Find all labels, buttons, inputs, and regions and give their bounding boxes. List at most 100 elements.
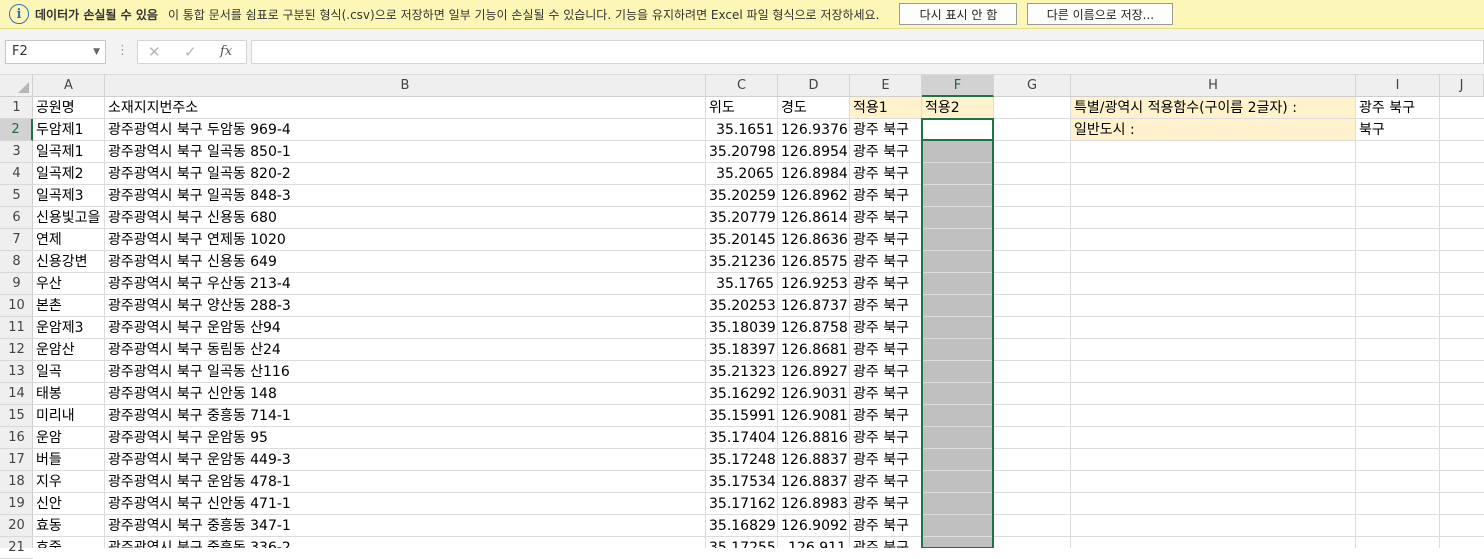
row-header-12[interactable]: 12 (0, 339, 33, 361)
cell-b6[interactable]: 광주광역시 북구 신용동 680 (108, 210, 277, 226)
cell-c11[interactable]: 35.18039 (709, 320, 776, 336)
cell-b3[interactable]: 광주광역시 북구 일곡동 850-1 (108, 144, 291, 160)
cell-a17[interactable]: 버들 (36, 452, 62, 468)
cell-e2[interactable]: 광주 북구 (853, 122, 909, 138)
cell-a9[interactable]: 우산 (36, 276, 62, 292)
cell-b19[interactable]: 광주광역시 북구 신안동 471-1 (108, 496, 291, 512)
cell-c5[interactable]: 35.20259 (709, 188, 776, 204)
active-cell-f2[interactable] (921, 118, 994, 141)
cell-b21[interactable]: 광주광역시 북구 중흥동 336-2 (108, 540, 291, 548)
cell-d13[interactable]: 126.8927 (781, 364, 848, 380)
cell-b20[interactable]: 광주광역시 북구 중흥동 347-1 (108, 518, 291, 534)
cell-a3[interactable]: 일곡제1 (36, 144, 84, 160)
cell-b11[interactable]: 광주광역시 북구 운암동 산94 (108, 320, 281, 336)
cell-f17[interactable] (922, 449, 993, 470)
cell-e5[interactable]: 광주 북구 (853, 188, 909, 204)
chevron-down-icon[interactable]: ▼ (93, 47, 100, 57)
cell-b12[interactable]: 광주광역시 북구 동림동 산24 (108, 342, 281, 358)
cell-f14[interactable] (922, 383, 993, 404)
cell-e20[interactable]: 광주 북구 (853, 518, 909, 534)
row-header-16[interactable]: 16 (0, 427, 33, 449)
row-header-11[interactable]: 11 (0, 317, 33, 339)
cell-d11[interactable]: 126.8758 (781, 320, 848, 336)
row-header-2[interactable]: 2 (0, 119, 33, 141)
cell-e16[interactable]: 광주 북구 (853, 430, 909, 446)
cell-e4[interactable]: 광주 북구 (853, 166, 909, 182)
dont-show-again-button[interactable]: 다시 표시 안 함 (899, 3, 1018, 25)
cell-a14[interactable]: 태봉 (36, 386, 62, 402)
cell-c20[interactable]: 35.16829 (709, 518, 776, 534)
cell-b17[interactable]: 광주광역시 북구 운암동 449-3 (108, 452, 291, 468)
cell-e1[interactable]: 적용1 (850, 97, 921, 118)
cell-a2[interactable]: 두암제1 (36, 122, 84, 138)
column-header-i[interactable]: I (1356, 75, 1440, 96)
cell-d10[interactable]: 126.8737 (781, 298, 848, 314)
row-header-3[interactable]: 3 (0, 141, 33, 163)
cell-f13[interactable] (922, 361, 993, 382)
cell-f7[interactable] (922, 229, 993, 250)
cell-d9[interactable]: 126.9253 (781, 276, 848, 292)
row-header-14[interactable]: 14 (0, 383, 33, 405)
cell-b7[interactable]: 광주광역시 북구 연제동 1020 (108, 232, 286, 248)
cell-e11[interactable]: 광주 북구 (853, 320, 909, 336)
cell-c19[interactable]: 35.17162 (709, 496, 776, 512)
cell-e19[interactable]: 광주 북구 (853, 496, 909, 512)
cell-a20[interactable]: 효동 (36, 518, 62, 534)
cell-d19[interactable]: 126.8983 (781, 496, 848, 512)
cell-d18[interactable]: 126.8837 (781, 474, 848, 490)
cell-d16[interactable]: 126.8816 (781, 430, 848, 446)
cell-f5[interactable] (922, 185, 993, 206)
column-header-a[interactable]: A (33, 75, 105, 96)
cell-b9[interactable]: 광주광역시 북구 우산동 213-4 (108, 276, 291, 292)
cell-f18[interactable] (922, 471, 993, 492)
cell-c21[interactable]: 35.17255 (709, 540, 776, 548)
cell-e3[interactable]: 광주 북구 (853, 144, 909, 160)
cell-i1[interactable]: 광주 북구 (1359, 100, 1415, 116)
cell-e14[interactable]: 광주 북구 (853, 386, 909, 402)
cell-f10[interactable] (922, 295, 993, 316)
enter-check-icon[interactable]: ✓ (184, 43, 197, 61)
cell-h2[interactable]: 일반도시 : (1071, 119, 1355, 140)
save-as-button[interactable]: 다른 이름으로 저장... (1027, 3, 1174, 25)
column-header-c[interactable]: C (706, 75, 778, 96)
name-box[interactable]: F2 ▼ (5, 40, 106, 64)
row-header-1[interactable]: 1 (0, 97, 33, 119)
cell-e7[interactable]: 광주 북구 (853, 232, 909, 248)
cell-d14[interactable]: 126.9031 (781, 386, 848, 402)
cell-f6[interactable] (922, 207, 993, 228)
cell-c8[interactable]: 35.21236 (709, 254, 776, 270)
select-all-corner[interactable] (0, 75, 33, 96)
cell-b8[interactable]: 광주광역시 북구 신용동 649 (108, 254, 277, 270)
cell-d1[interactable]: 경도 (781, 100, 807, 116)
cell-e15[interactable]: 광주 북구 (853, 408, 909, 424)
column-header-g[interactable]: G (994, 75, 1071, 96)
cell-d7[interactable]: 126.8636 (781, 232, 848, 248)
cell-b1[interactable]: 소재지지번주소 (108, 100, 199, 116)
cell-a16[interactable]: 운암 (36, 430, 62, 446)
column-header-e[interactable]: E (850, 75, 922, 96)
cell-d3[interactable]: 126.8954 (781, 144, 848, 160)
cell-b15[interactable]: 광주광역시 북구 중흥동 714-1 (108, 408, 291, 424)
cell-c1[interactable]: 위도 (709, 100, 735, 116)
cell-f21[interactable] (922, 537, 993, 548)
row-header-20[interactable]: 20 (0, 515, 33, 537)
cancel-icon[interactable]: ✕ (148, 43, 161, 61)
cell-b4[interactable]: 광주광역시 북구 일곡동 820-2 (108, 166, 291, 182)
cell-a8[interactable]: 신용강변 (36, 254, 88, 270)
row-header-5[interactable]: 5 (0, 185, 33, 207)
row-header-6[interactable]: 6 (0, 207, 33, 229)
cell-b18[interactable]: 광주광역시 북구 운암동 478-1 (108, 474, 291, 490)
cell-f20[interactable] (922, 515, 993, 536)
insert-function-icon[interactable]: fx (220, 44, 233, 59)
cell-h1[interactable]: 특별/광역시 적용함수(구이름 2글자) : (1071, 97, 1355, 118)
cell-d12[interactable]: 126.8681 (781, 342, 848, 358)
cell-e8[interactable]: 광주 북구 (853, 254, 909, 270)
cell-d21[interactable]: 126.911 (788, 540, 846, 548)
cell-e21[interactable]: 광주 북구 (853, 540, 909, 548)
cell-e18[interactable]: 광주 북구 (853, 474, 909, 490)
cell-c17[interactable]: 35.17248 (709, 452, 776, 468)
cell-a5[interactable]: 일곡제3 (36, 188, 84, 204)
row-header-15[interactable]: 15 (0, 405, 33, 427)
cell-a1[interactable]: 공원명 (36, 100, 75, 116)
column-header-j[interactable]: J (1440, 75, 1484, 96)
